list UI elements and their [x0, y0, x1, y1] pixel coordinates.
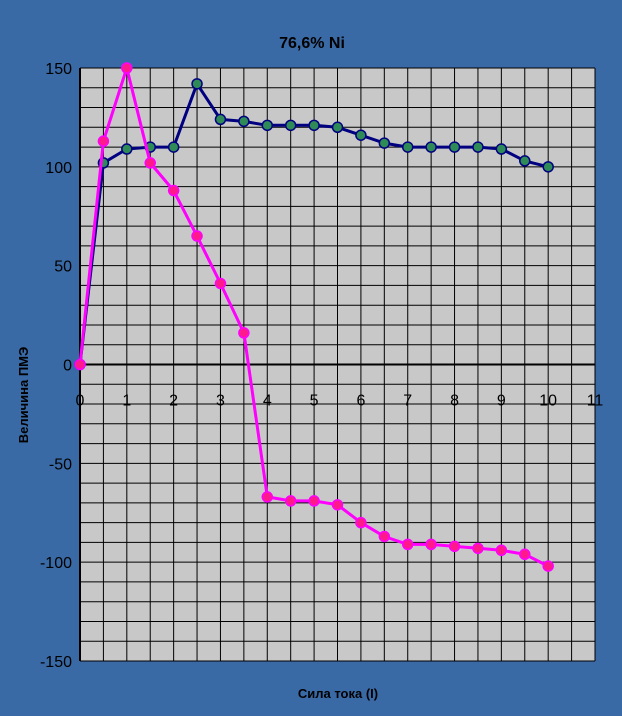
data-point — [425, 141, 437, 153]
y-tick-label: 0 — [63, 358, 72, 375]
data-point — [121, 143, 133, 155]
data-point — [542, 560, 554, 572]
data-point — [167, 141, 180, 153]
y-axis-label: Величина ПМЭ — [16, 347, 31, 444]
x-tick-label: 8 — [450, 393, 459, 410]
data-point — [308, 495, 320, 507]
x-tick-label: 1 — [122, 393, 131, 410]
x-tick-label: 4 — [263, 393, 272, 410]
y-tick-label: 150 — [45, 61, 72, 78]
data-point — [191, 230, 203, 242]
y-tick-label: -150 — [40, 654, 72, 671]
data-point — [121, 62, 133, 74]
y-tick-label: 50 — [54, 259, 72, 276]
x-tick-label: 3 — [216, 393, 225, 410]
data-point — [355, 516, 367, 529]
x-tick-label: 10 — [539, 393, 557, 410]
data-point — [519, 548, 531, 561]
data-point — [472, 542, 484, 555]
chart-title: 76,6% Ni — [279, 35, 345, 52]
x-tick-label: 2 — [169, 393, 178, 410]
x-tick-label: 9 — [497, 393, 506, 410]
data-point — [495, 544, 508, 557]
data-point — [284, 119, 297, 132]
data-point — [214, 113, 227, 126]
x-axis-label: Сила тока (I) — [298, 686, 378, 701]
data-point — [448, 141, 461, 153]
data-point — [425, 538, 437, 551]
x-tick-labels: 0 1 2 3 4 5 6 7 8 9 10 11 — [76, 393, 604, 410]
x-tick-label: 11 — [587, 393, 604, 410]
data-point — [355, 129, 367, 141]
data-point — [238, 115, 250, 128]
y-tick-label: 100 — [45, 160, 72, 177]
data-point — [191, 78, 203, 90]
data-point — [448, 540, 461, 553]
data-point — [378, 530, 391, 543]
data-point — [331, 499, 344, 511]
y-tick-label: -50 — [49, 456, 72, 473]
data-point — [542, 161, 554, 173]
data-point — [144, 157, 156, 169]
data-point — [495, 143, 508, 155]
x-tick-label: 6 — [356, 393, 365, 410]
data-point — [74, 358, 86, 371]
x-tick-label: 5 — [310, 393, 319, 410]
series-group — [74, 62, 554, 572]
magenta-line-series — [74, 62, 554, 572]
data-point — [472, 141, 484, 153]
data-point — [261, 119, 274, 132]
x-tick-label: 0 — [76, 393, 85, 410]
data-point — [401, 538, 414, 551]
x-tick-label: 7 — [403, 393, 412, 410]
y-tick-labels: -150 -100 -50 0 50 100 150 — [40, 61, 72, 671]
data-point — [238, 327, 250, 339]
data-point — [284, 495, 297, 507]
data-point — [167, 184, 180, 197]
data-point — [401, 141, 414, 153]
data-point — [519, 155, 531, 167]
data-point — [214, 277, 227, 290]
data-point — [378, 137, 391, 149]
data-point — [97, 135, 110, 147]
y-tick-label: -100 — [40, 555, 72, 572]
data-point — [261, 491, 274, 503]
data-point — [331, 121, 344, 134]
data-point — [308, 119, 320, 132]
